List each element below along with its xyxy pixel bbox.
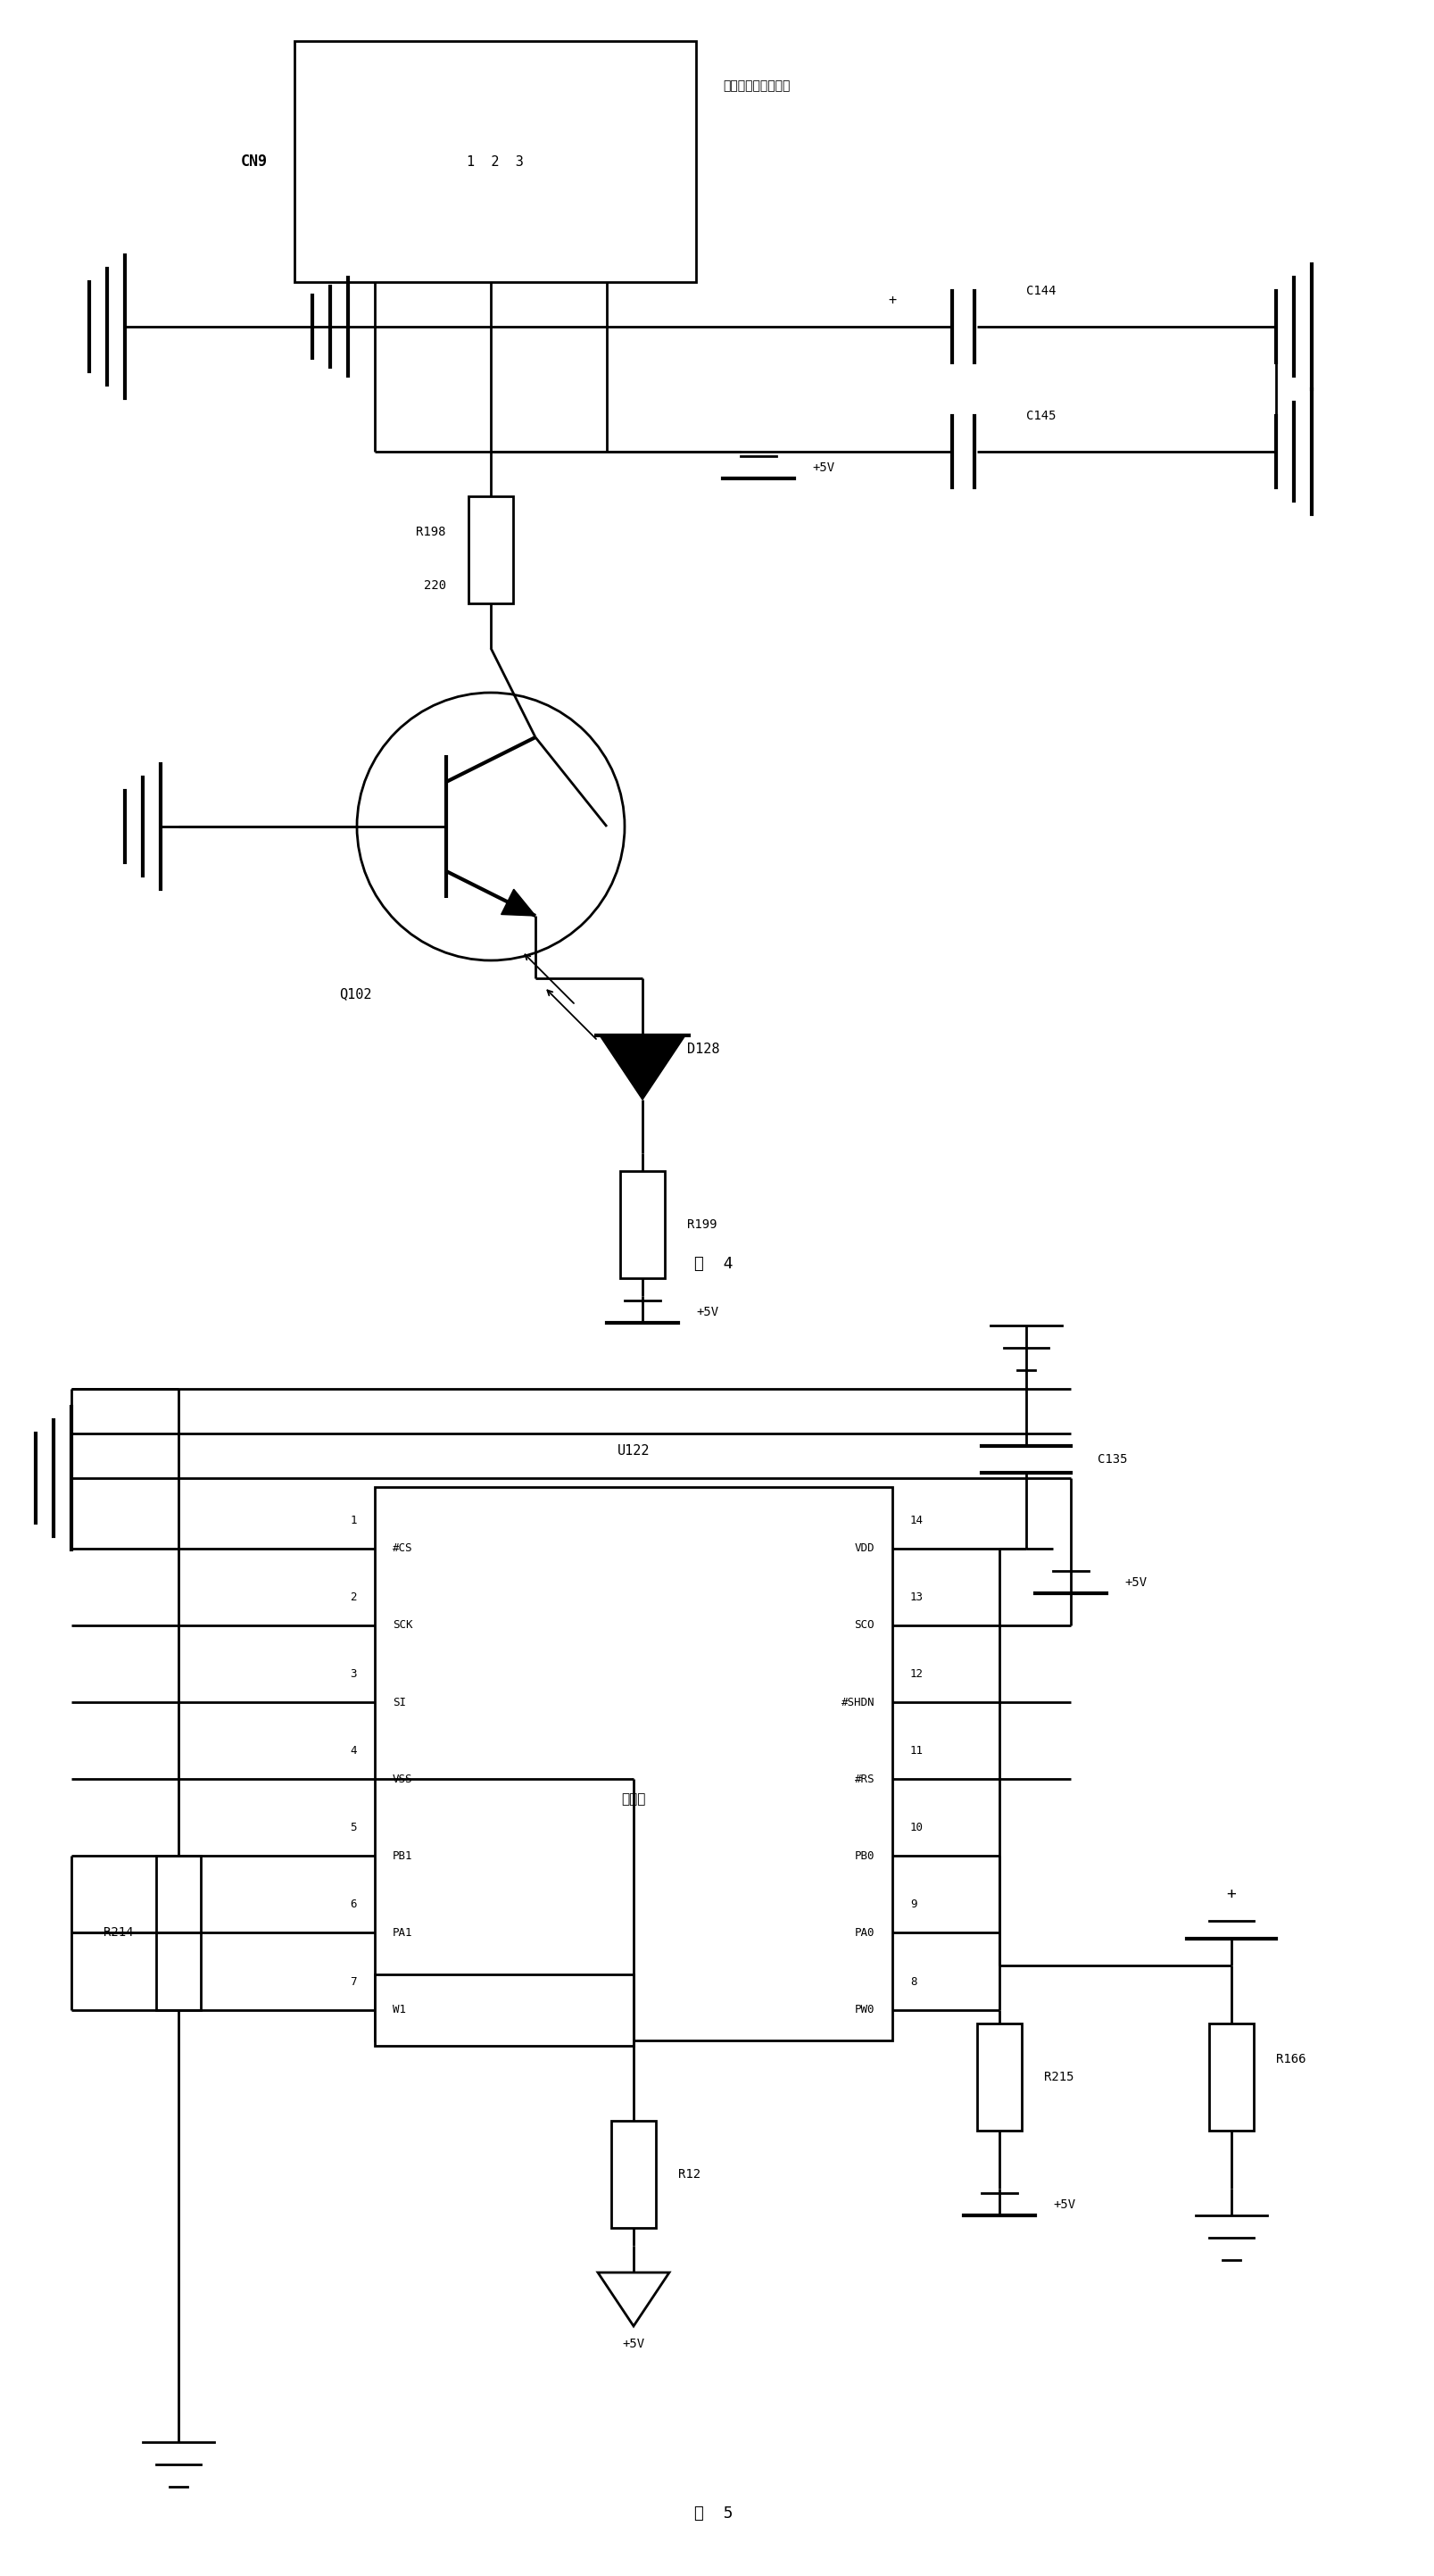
Bar	[467, 497, 513, 603]
Text: U122: U122	[617, 1445, 650, 1458]
Bar	[294, 41, 695, 281]
Bar	[611, 2120, 655, 2228]
Text: 14: 14	[909, 1515, 923, 1525]
Text: PW0: PW0	[853, 2004, 873, 2014]
Polygon shape	[500, 889, 535, 917]
Text: 4: 4	[350, 1744, 357, 1757]
Text: W1: W1	[393, 2004, 406, 2014]
Text: R214: R214	[103, 1927, 133, 1940]
Bar	[977, 2022, 1021, 2130]
Text: R199: R199	[687, 1218, 717, 1231]
Text: PB0: PB0	[853, 1850, 873, 1862]
Text: PB1: PB1	[393, 1850, 413, 1862]
Text: 图  5: 图 5	[694, 2506, 733, 2522]
Bar	[619, 1172, 664, 1278]
Text: 7: 7	[350, 1976, 357, 1989]
Text: #SHDN: #SHDN	[840, 1698, 873, 1708]
Text: PA1: PA1	[393, 1927, 413, 1940]
Text: PA0: PA0	[853, 1927, 873, 1940]
Text: 1  2  3: 1 2 3	[466, 155, 523, 167]
Text: +5V: +5V	[1053, 2197, 1074, 2210]
Bar	[374, 1973, 634, 2045]
Text: 接主板红外发射接口: 接主板红外发射接口	[723, 80, 790, 93]
Text: SI: SI	[393, 1698, 406, 1708]
Text: +: +	[1226, 1886, 1236, 1901]
Text: +5V: +5V	[622, 2336, 644, 2349]
Text: VDD: VDD	[853, 1543, 873, 1553]
Text: R166: R166	[1275, 2053, 1305, 2066]
Text: 9: 9	[909, 1899, 916, 1911]
Text: 8: 8	[909, 1976, 916, 1989]
Text: +5V: +5V	[1124, 1577, 1146, 1589]
Text: +5V: +5V	[695, 1306, 718, 1319]
Text: CN9: CN9	[241, 155, 268, 170]
Text: 2: 2	[350, 1592, 357, 1602]
Text: 12: 12	[909, 1669, 923, 1680]
Text: D128: D128	[687, 1043, 720, 1056]
Text: 11: 11	[909, 1744, 923, 1757]
Bar	[1209, 2022, 1253, 2130]
Text: 6: 6	[350, 1899, 357, 1911]
Bar	[156, 1855, 201, 2009]
Text: #CS: #CS	[393, 1543, 413, 1553]
Text: SCO: SCO	[853, 1620, 873, 1631]
Text: R198: R198	[416, 526, 446, 538]
Text: #RS: #RS	[853, 1772, 873, 1785]
Text: 1: 1	[350, 1515, 357, 1525]
Text: R215: R215	[1044, 2071, 1073, 2084]
Polygon shape	[598, 2272, 668, 2326]
Bar	[374, 1486, 892, 2040]
Text: 5: 5	[350, 1821, 357, 1834]
Text: 10: 10	[909, 1821, 923, 1834]
Text: 图  4: 图 4	[694, 1257, 733, 1273]
Text: C144: C144	[1025, 286, 1055, 296]
Text: SCK: SCK	[393, 1620, 413, 1631]
Text: C145: C145	[1025, 410, 1055, 422]
Text: 电位器: 电位器	[621, 1793, 645, 1806]
Text: +: +	[888, 294, 896, 307]
Polygon shape	[599, 1036, 685, 1100]
Text: Q102: Q102	[338, 987, 371, 999]
Text: 13: 13	[909, 1592, 923, 1602]
Text: R12: R12	[678, 2169, 700, 2182]
Text: C135: C135	[1097, 1453, 1127, 1466]
Text: 3: 3	[350, 1669, 357, 1680]
Text: VSS: VSS	[393, 1772, 413, 1785]
Text: 220: 220	[423, 580, 446, 592]
Text: +5V: +5V	[812, 461, 835, 474]
Circle shape	[357, 693, 624, 961]
